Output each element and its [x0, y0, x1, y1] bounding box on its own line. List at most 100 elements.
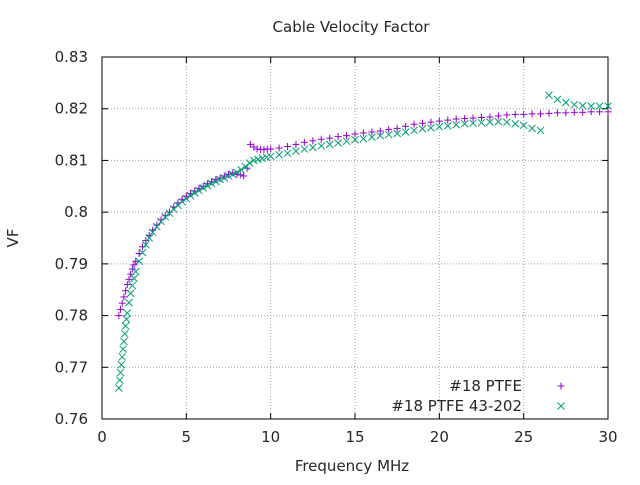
- data-point-d2: [115, 376, 124, 385]
- data-point: [283, 149, 292, 158]
- data-series: [115, 91, 612, 392]
- x-tick-label: 30: [598, 428, 617, 446]
- data-point-d2: [121, 322, 130, 330]
- data-point-d2: [131, 267, 140, 276]
- data-point-d2: [334, 138, 342, 147]
- data-point: [511, 119, 520, 128]
- data-point-d2: [511, 119, 520, 128]
- y-tick-label: 0.82: [55, 100, 88, 118]
- data-point: [342, 137, 351, 146]
- data-point: [229, 169, 237, 177]
- data-point: [292, 147, 300, 155]
- data-point-d2: [211, 177, 220, 186]
- data-point-d2: [266, 152, 275, 161]
- y-tick-label: 0.81: [55, 151, 88, 169]
- data-point: [117, 360, 126, 369]
- data-point-d2: [207, 179, 216, 188]
- data-point-d2: [135, 257, 143, 266]
- data-point: [435, 117, 443, 125]
- data-point-d2: [300, 145, 309, 153]
- legend-label: #18 PTFE 43-202: [391, 397, 522, 415]
- data-point: [604, 108, 612, 116]
- data-point: [275, 150, 283, 159]
- data-point: [461, 115, 469, 123]
- data-point: [120, 293, 128, 301]
- data-point-d2: [283, 149, 292, 158]
- data-point: [182, 194, 191, 203]
- data-point: [469, 114, 477, 122]
- data-point: [519, 121, 528, 130]
- data-point: [118, 353, 127, 361]
- data-point-d2: [228, 170, 237, 179]
- data-point: [486, 118, 494, 127]
- data-point: [132, 257, 140, 265]
- data-point: [284, 142, 292, 150]
- x-tick-label: 20: [430, 428, 449, 446]
- data-point-d2: [384, 130, 393, 139]
- data-point: [351, 135, 359, 144]
- data-point: [228, 170, 237, 179]
- data-point-d2: [116, 368, 125, 377]
- data-point-d2: [469, 119, 477, 128]
- data-point: [325, 140, 334, 149]
- data-point-d2: [123, 309, 132, 317]
- data-point: [145, 234, 154, 242]
- series-2: [115, 91, 612, 392]
- data-point: [211, 177, 220, 186]
- data-point: [141, 240, 150, 249]
- data-point: [308, 143, 317, 152]
- data-point: [494, 112, 502, 120]
- data-point: [351, 130, 359, 138]
- data-point-d2: [351, 135, 359, 144]
- data-point: [117, 305, 125, 313]
- data-point: [359, 134, 368, 143]
- data-point: [469, 119, 477, 128]
- data-point: [225, 170, 232, 178]
- data-point: [317, 135, 325, 143]
- data-point: [236, 171, 244, 179]
- data-point: [376, 127, 384, 135]
- data-point: [135, 257, 143, 266]
- data-point: [553, 109, 561, 117]
- data-point-d2: [595, 102, 604, 110]
- data-point: [536, 126, 545, 135]
- data-point-d2: [325, 140, 334, 149]
- data-point-d2: [216, 175, 224, 184]
- data-point: [128, 265, 136, 273]
- x-tick-label: 15: [345, 428, 364, 446]
- data-point: [502, 118, 511, 127]
- y-tick-label: 0.8: [64, 203, 88, 221]
- data-point-d2: [152, 222, 161, 231]
- data-point-d2: [545, 91, 553, 100]
- data-point: [570, 100, 579, 109]
- x-tick-label: 0: [97, 428, 107, 446]
- x-tick-label: 10: [261, 428, 280, 446]
- data-point-d2: [486, 118, 494, 127]
- data-point: [368, 128, 376, 136]
- data-point: [545, 91, 553, 100]
- data-point: [477, 118, 486, 127]
- data-point: [115, 376, 124, 385]
- data-point: [165, 208, 173, 216]
- data-point: [153, 221, 161, 229]
- data-point: [131, 267, 140, 276]
- data-point: [520, 110, 528, 118]
- data-point-d2: [570, 100, 579, 109]
- data-point: [393, 129, 402, 138]
- data-point-d2: [224, 172, 233, 180]
- data-point: [604, 102, 612, 110]
- data-point-d2: [145, 234, 154, 242]
- data-point-d2: [195, 186, 203, 195]
- legend-marker: [557, 382, 565, 390]
- y-tick-label: 0.77: [55, 358, 88, 376]
- data-point-d2: [368, 133, 376, 142]
- data-point-d2: [186, 191, 195, 200]
- data-point: [130, 261, 138, 269]
- data-point: [292, 140, 300, 148]
- data-point-d2: [237, 165, 246, 174]
- data-point-d2: [126, 289, 135, 298]
- y-tick-label: 0.83: [55, 48, 88, 66]
- data-point: [300, 145, 309, 153]
- data-point-d2: [199, 183, 208, 192]
- data-point: [157, 216, 165, 224]
